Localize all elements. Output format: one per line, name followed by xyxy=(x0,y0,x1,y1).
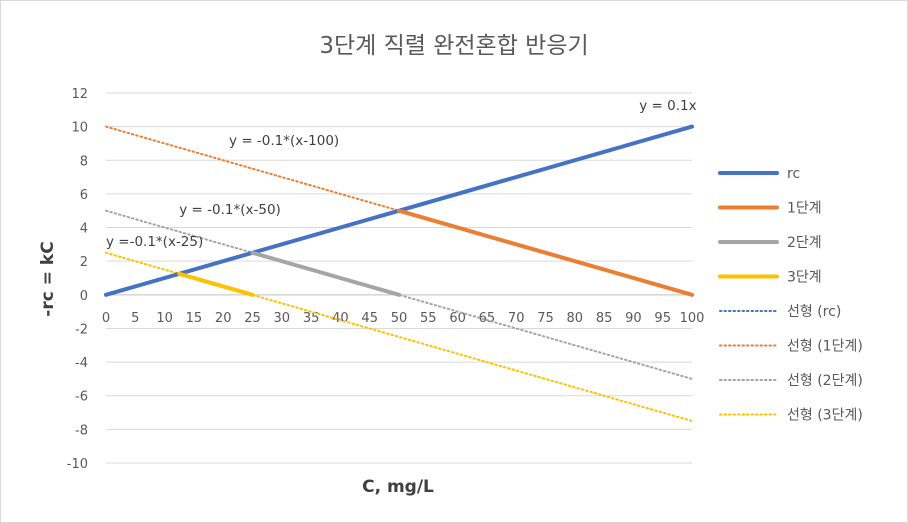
legend-label: 2단계 xyxy=(787,235,822,251)
y-axis-title: -rc = kC xyxy=(38,241,58,316)
series-lines xyxy=(104,124,694,422)
x-axis-title: C, mg/L xyxy=(362,477,434,497)
series-line-3단계 xyxy=(177,271,255,297)
y-tick-label: 10 xyxy=(71,121,88,136)
y-tick-label: 12 xyxy=(71,87,88,102)
x-tick-label: 100 xyxy=(680,311,705,326)
x-tick-label: 75 xyxy=(537,311,554,326)
x-tick-label: 20 xyxy=(215,311,232,326)
x-tick-label: 70 xyxy=(508,311,525,326)
y-tick-label: -10 xyxy=(67,457,88,472)
series-line-선형 (3단계) xyxy=(105,251,693,422)
x-tick-label: 95 xyxy=(654,311,671,326)
y-tick-label: 4 xyxy=(80,222,88,237)
x-tick-label: 45 xyxy=(361,311,378,326)
legend-label: 선형 (rc) xyxy=(787,304,841,320)
annotations: y = 0.1x y = -0.1*(x-100) y = -0.1*(x-50) y… xyxy=(106,98,697,250)
y-tick-label: -4 xyxy=(75,356,88,371)
legend-label: 선형 (2단계) xyxy=(787,373,863,389)
chart-title: 3단계 직렬 완전혼합 반응기 xyxy=(319,33,588,59)
x-tick-labels: 0 5 10 15 20 25 30 35 40 45 50 55 60 65 70 75 80 85 90 95 10… xyxy=(102,311,705,326)
legend-label: 선형 (1단계) xyxy=(787,339,863,355)
y-tick-label: -8 xyxy=(75,423,88,438)
trendline-equation: y = -0.1*(x-100) xyxy=(229,133,339,149)
series-line-2단계 xyxy=(250,250,401,297)
x-tick-label: 65 xyxy=(479,311,496,326)
y-tick-label: 8 xyxy=(80,154,88,169)
x-tick-label: 80 xyxy=(567,311,584,326)
x-tick-label: 85 xyxy=(596,311,613,326)
x-tick-label: 10 xyxy=(156,311,173,326)
x-tick-label: 30 xyxy=(274,311,291,326)
legend-label: 1단계 xyxy=(787,201,822,217)
trendline-equation: y = -0.1*(x-50) xyxy=(179,202,281,218)
x-tick-label: 55 xyxy=(420,311,437,326)
x-tick-label: 35 xyxy=(303,311,320,326)
x-tick-label: 60 xyxy=(449,311,466,326)
legend-label: 선형 (3단계) xyxy=(787,408,863,424)
y-tick-label: -2 xyxy=(75,322,88,337)
trendline-equation: y =-0.1*(x-25) xyxy=(106,234,203,250)
y-tick-label: -6 xyxy=(75,390,88,405)
series-line-선형 (2단계) xyxy=(105,209,693,380)
x-tick-label: 90 xyxy=(625,311,642,326)
x-tick-label: 15 xyxy=(186,311,203,326)
y-tick-label: 2 xyxy=(80,255,88,270)
y-tick-labels: -10 -8 -6 -4 -2 0 2 4 6 8 10 12 xyxy=(67,87,88,472)
legend-label: 3단계 xyxy=(787,270,822,286)
x-tick-label: 25 xyxy=(244,311,261,326)
x-tick-label: 50 xyxy=(391,311,408,326)
trendline-equation: y = 0.1x xyxy=(639,98,696,114)
legend-label: rc xyxy=(787,166,800,182)
x-tick-label: 0 xyxy=(102,311,110,326)
y-tick-label: 6 xyxy=(80,188,88,203)
y-tick-label: 0 xyxy=(80,289,88,304)
x-tick-label: 5 xyxy=(131,311,139,326)
series-line-1단계 xyxy=(397,208,694,297)
